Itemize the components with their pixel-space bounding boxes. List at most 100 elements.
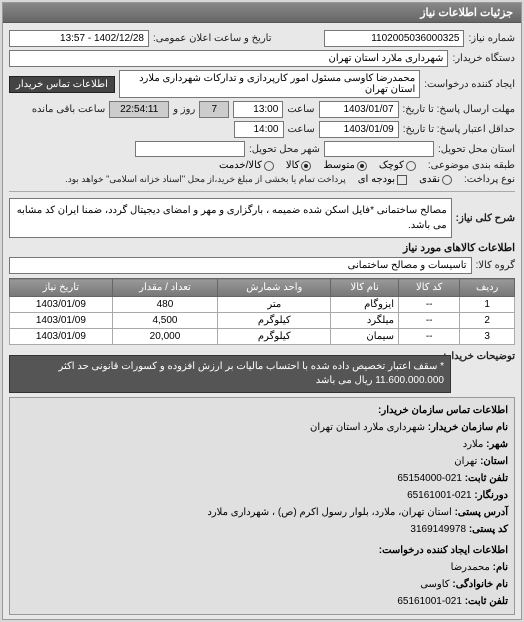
delivery-city-label: شهر محل تحویل:: [249, 144, 320, 155]
creator-title: اطلاعات ایجاد کننده درخواست:: [16, 542, 508, 559]
validity-time: 14:00: [234, 121, 284, 138]
cell-n: 1: [460, 297, 515, 313]
cell-unit: متر: [218, 297, 331, 313]
panel-title: جزئیات اطلاعات نیاز: [3, 3, 521, 23]
c-org-label: نام سازمان خریدار:: [428, 422, 508, 433]
cell-code: --: [399, 297, 460, 313]
table-row: 2--میلگردکیلوگرم4,5001403/01/09: [10, 313, 515, 329]
c-tel2-label: تلفن ثابت:: [465, 596, 508, 607]
budget-opt-c: کالا: [286, 160, 300, 171]
budget-radio-goods-service[interactable]: کالا/خدمت: [219, 160, 274, 171]
deadline-recv-label: مهلت ارسال پاسخ: تا تاریخ:: [403, 104, 515, 115]
pay-radio-budget[interactable]: بودجه ای: [358, 174, 407, 185]
request-no-field: 1102005036000325: [324, 30, 464, 47]
c-family: کاوسی: [420, 579, 449, 590]
budget-type-label: طبقه بندی موضوعی:: [428, 160, 515, 171]
cell-date: 1403/01/09: [10, 297, 113, 313]
buyer-note: * سقف اعتبار تخصیص داده شده با احتساب ما…: [9, 355, 451, 393]
delivery-state-label: استان محل تحویل:: [438, 144, 515, 155]
main-panel: جزئیات اطلاعات نیاز شماره نیاز: 11020050…: [2, 2, 522, 620]
budget-radio-goods[interactable]: کالا: [286, 160, 312, 171]
th-code: کد کالا: [399, 279, 460, 297]
desc-label: شرح کلی نیاز:: [456, 213, 515, 224]
validity-label: حداقل اعتبار پاسخ: تا تاریخ:: [403, 124, 515, 135]
contact-info-button[interactable]: اطلاعات تماس خریدار: [9, 76, 115, 93]
th-date: تاریخ نیاز: [10, 279, 113, 297]
time-label-1: ساعت: [287, 104, 314, 115]
goods-table: ردیف کد کالا نام کالا واحد شمارش تعداد /…: [9, 278, 515, 345]
th-row: ردیف: [460, 279, 515, 297]
c-name: محمدرضا: [451, 562, 490, 573]
c-state: تهران: [454, 456, 477, 467]
contact-box: اطلاعات تماس سازمان خریدار: نام سازمان خ…: [9, 397, 515, 615]
c-city: ملارد: [463, 439, 484, 450]
c-name-label: نام:: [493, 562, 508, 573]
cell-name: سیمان: [331, 329, 399, 345]
desc-value: مصالح ساختمانی *فایل اسکن شده ضمیمه ، با…: [9, 198, 452, 238]
c-zip-label: کد پستی:: [469, 524, 508, 535]
budget-opt-b: متوسط: [323, 160, 354, 171]
c-org: شهرداری ملارد استان تهران: [310, 422, 425, 433]
budget-radio-small[interactable]: کوچک: [379, 160, 416, 171]
validity-date: 1403/01/09: [319, 121, 399, 138]
remain-txt: ساعت باقی مانده: [32, 104, 105, 115]
c-family-label: نام خانوادگی:: [452, 579, 508, 590]
group-field: تاسیسات و مصالح ساختمانی: [9, 257, 472, 274]
cell-qty: 20,000: [112, 329, 218, 345]
cell-code: --: [399, 313, 460, 329]
c-addr-label: آدرس پستی:: [455, 507, 508, 518]
pay-opt-a: نقدی: [419, 174, 440, 185]
remain-time: 22:54:11: [109, 101, 169, 118]
cell-code: --: [399, 329, 460, 345]
request-no-label: شماره نیاز:: [468, 33, 515, 44]
cell-qty: 480: [112, 297, 218, 313]
table-row: 3--سیمانکیلوگرم20,0001403/01/09: [10, 329, 515, 345]
cell-date: 1403/01/09: [10, 313, 113, 329]
budget-opt-d: کالا/خدمت: [219, 160, 262, 171]
time-label-2: ساعت: [288, 124, 315, 135]
deadline-recv-time: 13:00: [233, 101, 283, 118]
c-fax-label: دورنگار:: [474, 490, 508, 501]
cell-qty: 4,500: [112, 313, 218, 329]
c-tel: 021-65154000: [397, 473, 462, 484]
requester-label: ایجاد کننده درخواست:: [424, 79, 515, 90]
c-fax: 021-65161001: [407, 490, 472, 501]
c-tel2: 021-65161001: [397, 596, 462, 607]
cell-unit: کیلوگرم: [218, 329, 331, 345]
c-state-label: استان:: [480, 456, 508, 467]
th-name: نام کالا: [331, 279, 399, 297]
cell-unit: کیلوگرم: [218, 313, 331, 329]
day-word: روز و: [173, 104, 195, 115]
announce-field: 1402/12/28 - 13:57: [9, 30, 149, 47]
requester-field: محمدرضا کاوسی مسئول امور کارپردازی و تدا…: [119, 70, 420, 98]
goods-section-title: اطلاعات کالاهای مورد نیاز: [9, 242, 515, 254]
note-label: توضیحات خریدار:: [455, 351, 515, 362]
cell-date: 1403/01/09: [10, 329, 113, 345]
pay-opt-b: بودجه ای: [358, 174, 395, 185]
pay-radio-cash[interactable]: نقدی: [419, 174, 452, 185]
cell-name: میلگرد: [331, 313, 399, 329]
delivery-state-field: [324, 141, 434, 157]
remain-days: 7: [199, 101, 229, 118]
table-row: 1--ایزوگاممتر4801403/01/09: [10, 297, 515, 313]
cell-name: ایزوگام: [331, 297, 399, 313]
form-body: شماره نیاز: 1102005036000325 تاریخ و ساع…: [3, 23, 521, 619]
budget-radio-medium[interactable]: متوسط: [323, 160, 366, 171]
delivery-city-field: [135, 141, 245, 157]
th-qty: تعداد / مقدار: [112, 279, 218, 297]
th-unit: واحد شمارش: [218, 279, 331, 297]
c-addr: استان تهران، ملارد، بلوار رسول اکرم (ص) …: [207, 507, 451, 518]
pay-type-label: نوع پرداخت:: [464, 174, 515, 185]
deadline-recv-date: 1403/01/07: [319, 101, 399, 118]
group-label: گروه کالا:: [476, 260, 515, 271]
c-city-label: شهر:: [486, 439, 508, 450]
c-zip: 3169149978: [410, 524, 466, 535]
cell-n: 3: [460, 329, 515, 345]
buyer-org-label: دستگاه خریدار:: [452, 53, 515, 64]
pay-note: پرداخت تمام یا بخشی از مبلغ خرید،از محل …: [65, 174, 345, 185]
announce-label: تاریخ و ساعت اعلان عمومی:: [153, 33, 272, 44]
budget-opt-a: کوچک: [379, 160, 404, 171]
cell-n: 2: [460, 313, 515, 329]
contact-title: اطلاعات تماس سازمان خریدار:: [16, 402, 508, 419]
c-tel-label: تلفن ثابت:: [465, 473, 508, 484]
